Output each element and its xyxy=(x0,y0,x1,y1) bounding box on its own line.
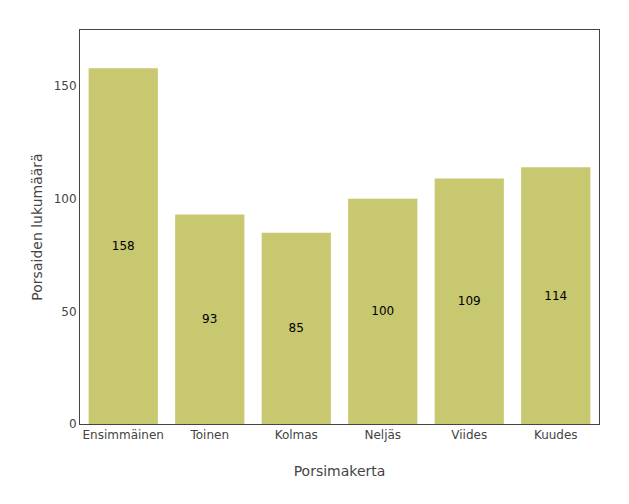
svg-text:93: 93 xyxy=(202,312,217,326)
svg-text:158: 158 xyxy=(112,239,135,253)
svg-text:Toinen: Toinen xyxy=(189,428,229,442)
svg-text:0: 0 xyxy=(69,417,77,431)
svg-text:150: 150 xyxy=(54,79,77,93)
svg-text:Porsimakerta: Porsimakerta xyxy=(294,463,386,479)
svg-text:114: 114 xyxy=(544,289,567,303)
svg-text:Kuudes: Kuudes xyxy=(534,428,578,442)
svg-text:85: 85 xyxy=(289,321,304,335)
svg-text:100: 100 xyxy=(371,304,394,318)
svg-text:Ensimmäinen: Ensimmäinen xyxy=(83,428,164,442)
svg-text:50: 50 xyxy=(61,305,76,319)
svg-text:Neljäs: Neljäs xyxy=(364,428,401,442)
svg-text:Viides: Viides xyxy=(451,428,487,442)
svg-text:109: 109 xyxy=(458,294,481,308)
svg-text:Kolmas: Kolmas xyxy=(275,428,318,442)
svg-text:Porsaiden lukumäärä: Porsaiden lukumäärä xyxy=(29,153,45,300)
svg-text:100: 100 xyxy=(54,192,77,206)
